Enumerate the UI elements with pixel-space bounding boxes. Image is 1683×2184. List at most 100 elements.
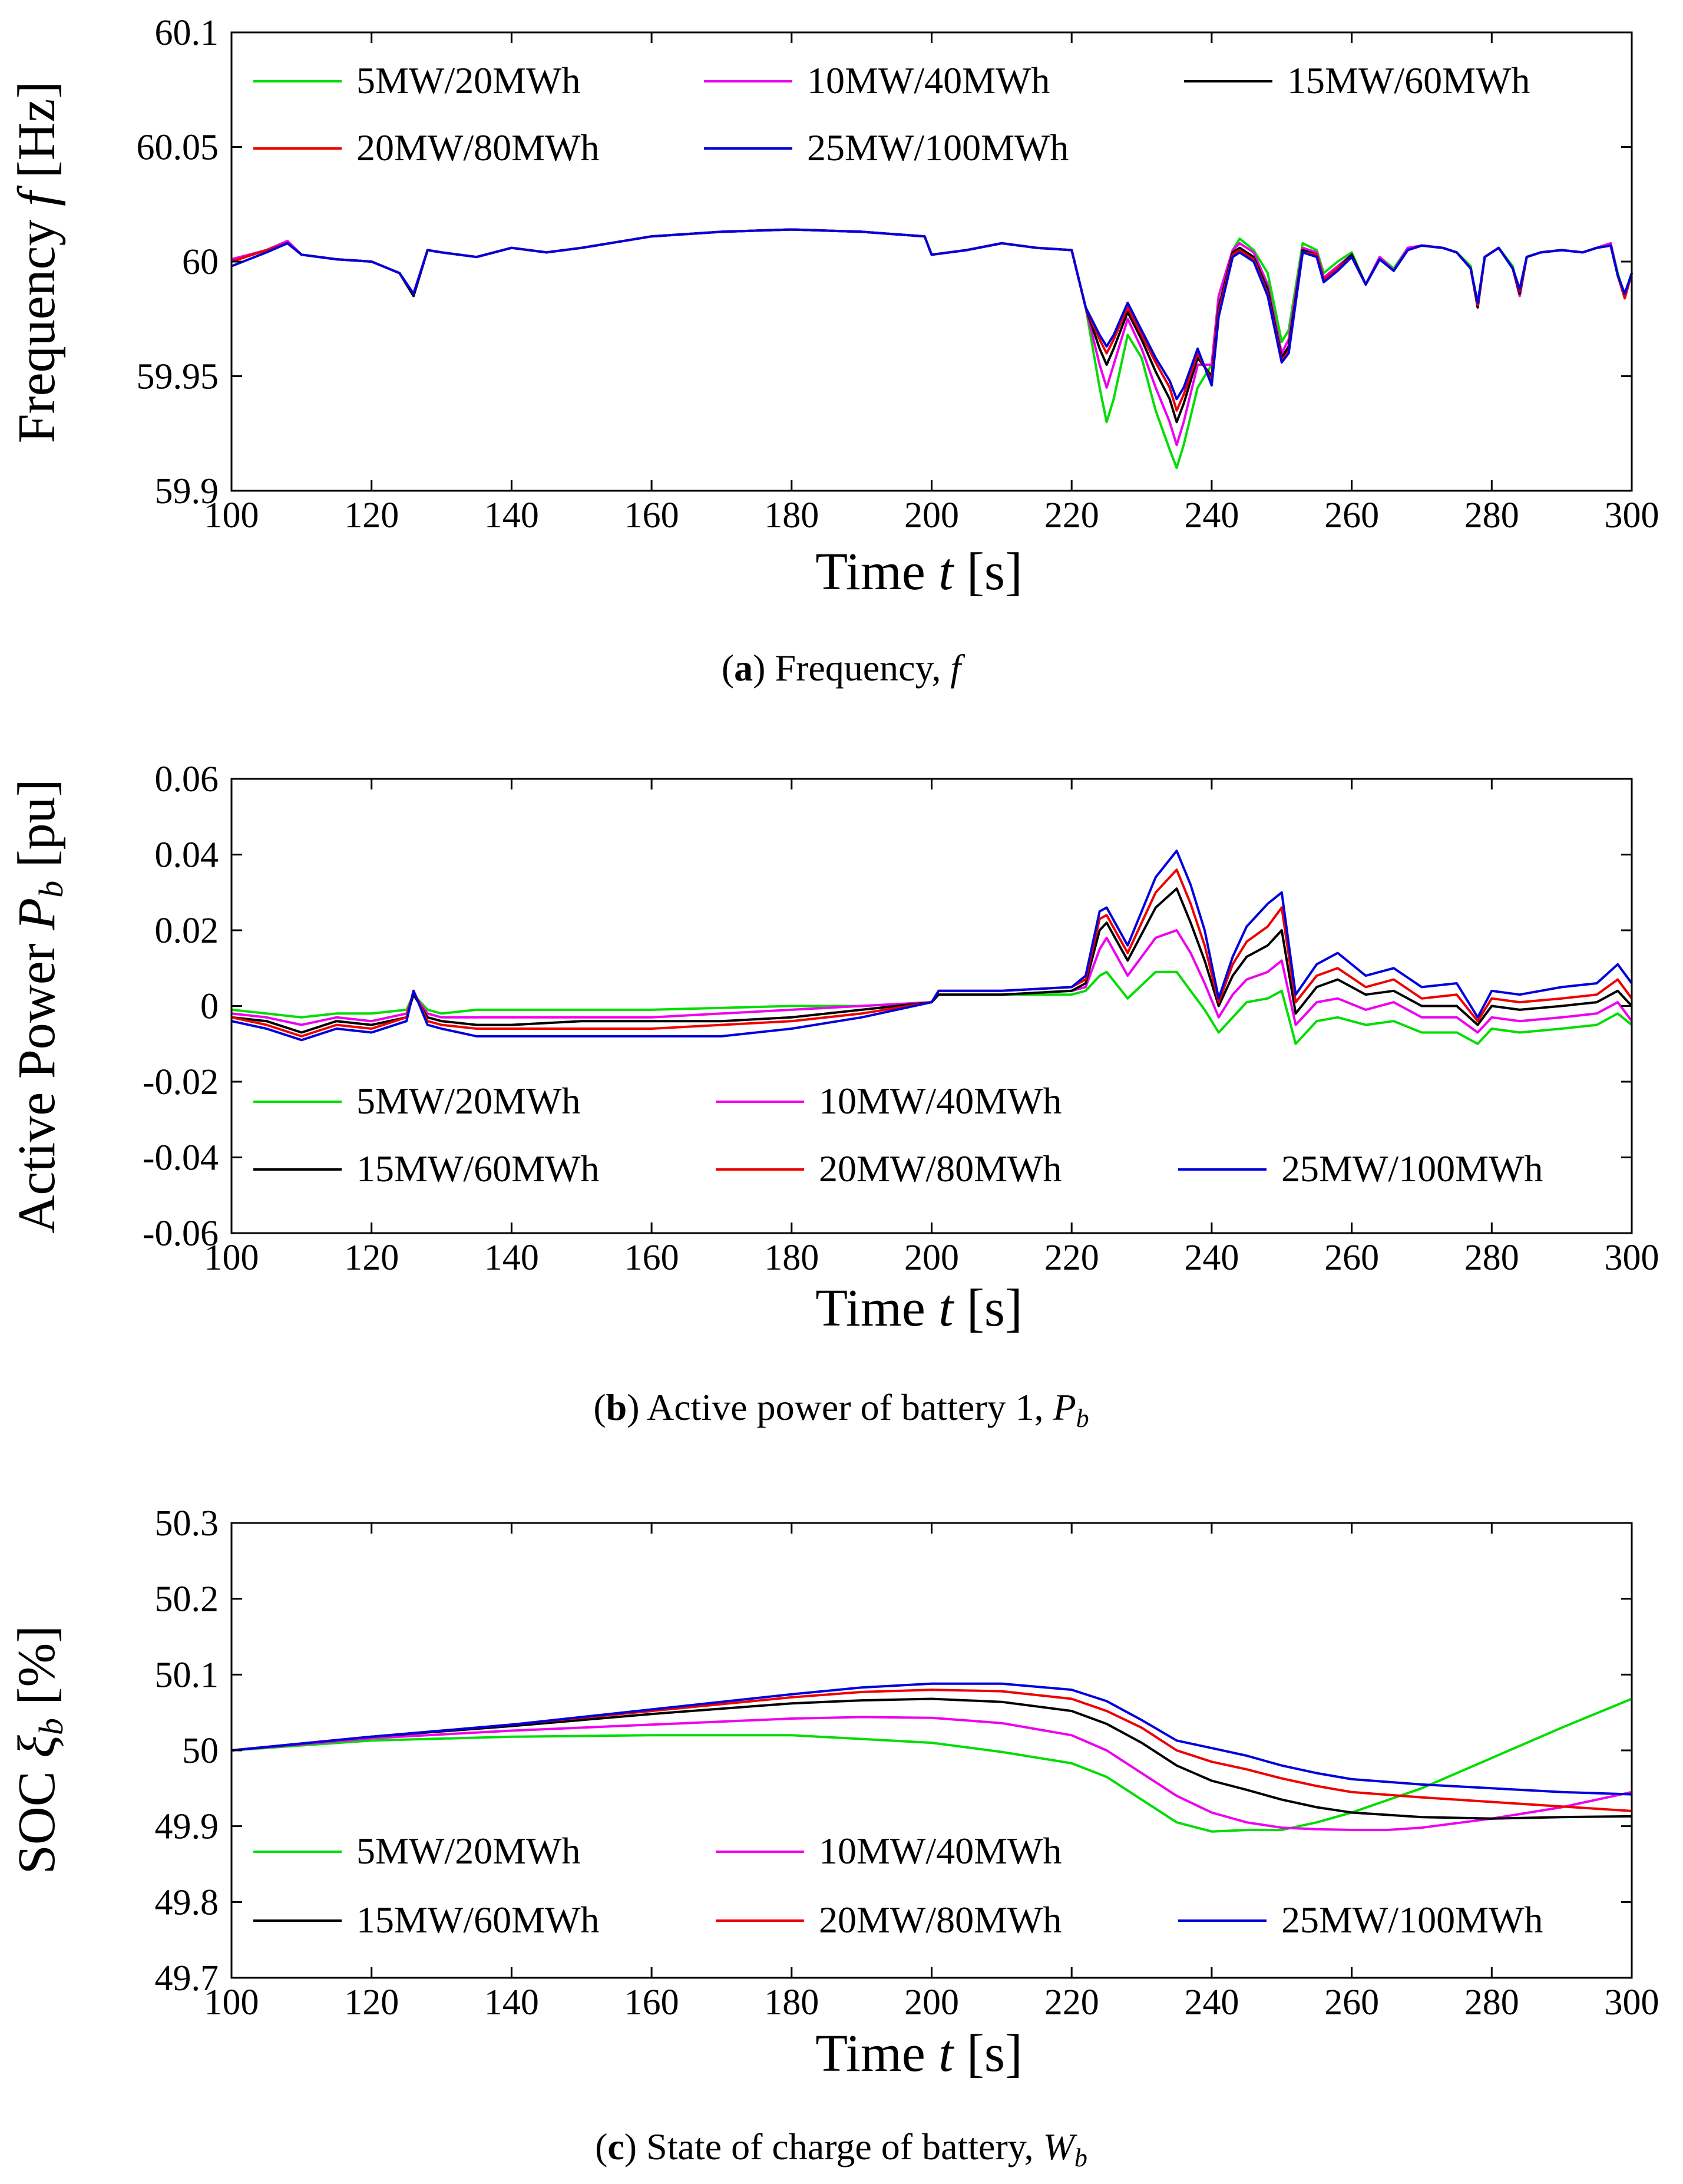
y-tick-label: 50.3 — [155, 1504, 219, 1544]
y-tick-label: 49.9 — [155, 1807, 219, 1847]
y-axis-title-symbol: P — [8, 898, 66, 931]
x-tick-label: 220 — [1044, 1238, 1099, 1278]
y-axis-title-unit: [%] — [8, 1625, 66, 1718]
x-tick-label: 180 — [764, 495, 819, 536]
y-tick-label: -0.06 — [143, 1214, 219, 1254]
x-tick-label: 120 — [344, 495, 399, 536]
x-tick-label: 260 — [1324, 1238, 1379, 1278]
caption-letter: a — [734, 647, 753, 689]
x-tick-label: 260 — [1324, 495, 1379, 536]
legend-label: 15MW/60MWh — [356, 1148, 599, 1190]
legend-label: 25MW/100MWh — [1281, 1899, 1543, 1941]
panel-caption: (b) Active power of battery 1, Pb — [593, 1386, 1089, 1433]
caption-paren: ( — [593, 1386, 606, 1428]
y-tick-label: 0.06 — [155, 759, 219, 799]
series-line-15MW/60MWh — [231, 228, 1633, 424]
caption-subscript: b — [1076, 1404, 1089, 1433]
legend-label: 20MW/80MWh — [356, 127, 599, 168]
series-line-20MW/80MWh — [231, 1689, 1632, 1812]
x-tick-label: 280 — [1464, 1238, 1519, 1278]
legend-label: 20MW/80MWh — [819, 1899, 1062, 1941]
series-line-10MW/40MWh — [231, 228, 1633, 447]
y-tick-label: 50 — [182, 1731, 219, 1771]
series-line-15MW/60MWh — [231, 887, 1633, 1034]
chart-panel-c: 100 120 140 160 180 200 220 240 260 280 300 50.3 50.… — [8, 1504, 1659, 2172]
y-axis-title: Active Power Pb [pu] — [8, 779, 70, 1233]
series-line-25MW/100MWh — [231, 228, 1633, 401]
x-tick-label: 140 — [484, 1238, 539, 1278]
x-tick-label: 300 — [1605, 1983, 1659, 2023]
legend-label: 5MW/20MWh — [356, 60, 580, 101]
x-axis-title-text: Time — [815, 2024, 938, 2083]
legend-label: 20MW/80MWh — [819, 1148, 1062, 1190]
y-tick-label: 60.05 — [137, 128, 219, 168]
y-tick-label: 59.9 — [155, 471, 219, 511]
x-tick-label: 220 — [1044, 1983, 1099, 2023]
series-line-20MW/80MWh — [231, 868, 1633, 1038]
x-tick-label: 120 — [344, 1238, 399, 1278]
legend-label: 15MW/60MWh — [1287, 60, 1530, 101]
x-axis-title-unit: [s] — [953, 2024, 1022, 2083]
chart-panel-a: 100 120 140 160 180 200 220 240 260 280 300 60.1 60.… — [8, 13, 1659, 689]
caption-symbol: f — [950, 647, 966, 689]
y-tick-label: 60.1 — [155, 13, 219, 53]
legend-label: 25MW/100MWh — [807, 127, 1069, 168]
series-line-10MW/40MWh — [231, 1716, 1632, 1832]
y-axis-title-symbol: ξ — [8, 1735, 66, 1758]
x-tick-label: 240 — [1184, 1238, 1239, 1278]
series-line-5MW/20MWh — [231, 1697, 1632, 1833]
y-tick-label: -0.04 — [143, 1138, 219, 1178]
x-tick-label: 160 — [624, 1983, 679, 2023]
y-axis-title-text: Frequency — [8, 206, 66, 443]
x-tick-label: 300 — [1605, 495, 1659, 536]
panel-caption: (a) Frequency, f — [722, 647, 966, 689]
legend-label: 5MW/20MWh — [356, 1830, 580, 1872]
x-tick-label: 200 — [904, 1983, 959, 2023]
y-axis-title-text: Active Power — [8, 930, 66, 1234]
x-tick-label: 100 — [204, 1983, 259, 2023]
x-axis-title-text: Time — [815, 543, 938, 601]
x-tick-label: 240 — [1184, 495, 1239, 536]
y-tick-label: 60 — [182, 242, 219, 282]
x-axis-title-symbol: t — [938, 1279, 954, 1337]
caption-paren: ( — [595, 2126, 607, 2168]
x-axis-title: Time t [s] — [815, 543, 1023, 601]
y-axis-title-text: SOC — [8, 1758, 66, 1875]
caption-text: ) Active power of battery 1, — [627, 1386, 1053, 1428]
x-axis-title-unit: [s] — [953, 543, 1022, 601]
x-tick-label: 240 — [1184, 1983, 1239, 2023]
x-tick-label: 180 — [764, 1238, 819, 1278]
x-axis-title-unit: [s] — [953, 1279, 1022, 1337]
series-line-25MW/100MWh — [231, 1682, 1632, 1796]
x-tick-label: 300 — [1605, 1238, 1659, 1278]
x-tick-label: 100 — [204, 495, 259, 536]
x-tick-label: 200 — [904, 1238, 959, 1278]
x-tick-label: 180 — [764, 1983, 819, 2023]
x-axis-title-text: Time — [815, 1279, 938, 1337]
y-tick-label: -0.02 — [143, 1062, 219, 1102]
panel-caption: (c) State of charge of battery, Wb — [595, 2126, 1087, 2172]
y-tick-label: 49.8 — [155, 1882, 219, 1922]
legend-label: 10MW/40MWh — [819, 1080, 1062, 1122]
y-tick-label: 0 — [200, 987, 219, 1027]
y-axis-title: Frequency f [Hz] — [8, 81, 66, 444]
x-tick-label: 120 — [344, 1983, 399, 2023]
caption-paren: ( — [722, 647, 734, 689]
x-axis-title-symbol: t — [938, 2024, 954, 2083]
x-axis-title-symbol: t — [938, 543, 954, 601]
chart-panel-b: 100 120 140 160 180 200 220 240 260 280 300 0.06 0.0… — [8, 759, 1659, 1433]
x-tick-label: 160 — [624, 1238, 679, 1278]
legend-label: 25MW/100MWh — [1281, 1148, 1543, 1190]
y-tick-label: 0.02 — [155, 911, 219, 951]
y-tick-label: 50.1 — [155, 1655, 219, 1695]
series-line-5MW/20MWh — [231, 228, 1633, 470]
legend-label: 15MW/60MWh — [356, 1899, 599, 1941]
caption-letter: b — [606, 1386, 627, 1428]
caption-symbol: P — [1053, 1386, 1076, 1428]
y-tick-label: 59.95 — [137, 357, 219, 397]
caption-letter: c — [607, 2126, 624, 2168]
x-tick-label: 280 — [1464, 495, 1519, 536]
x-tick-label: 160 — [624, 495, 679, 536]
x-tick-label: 140 — [484, 495, 539, 536]
